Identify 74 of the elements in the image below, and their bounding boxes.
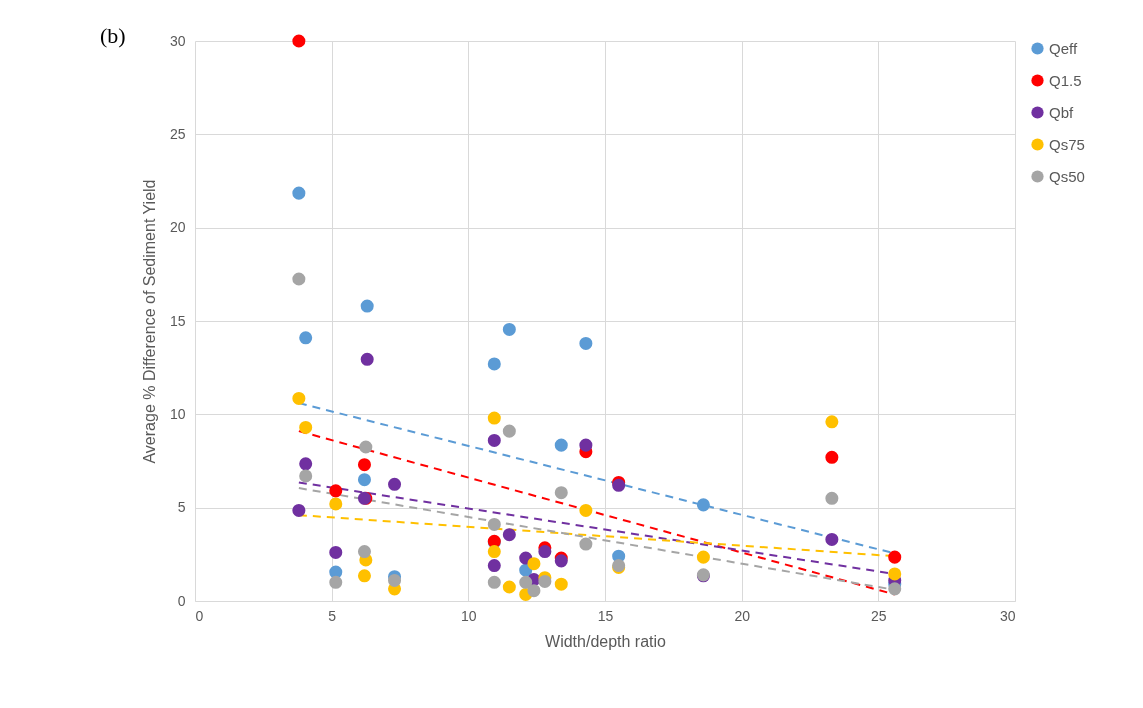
point [292,34,306,48]
point [888,582,902,596]
point [554,438,568,452]
point [299,469,313,483]
point [292,186,306,200]
point [554,577,568,591]
point [329,497,343,511]
point [487,411,501,425]
point [357,545,371,559]
point [825,415,839,429]
legend-label: Qs75 [1049,135,1085,153]
point [329,545,343,559]
point [538,545,552,559]
y-tick-label: 5 [177,499,186,516]
point [502,424,516,438]
y-axis-title: Average % Difference of Sediment Yield [140,179,158,464]
point [554,486,568,500]
x-tick-label: 20 [734,607,751,624]
legend-label: Qeff [1049,39,1078,57]
legend-label: Q1.5 [1049,71,1082,89]
legend-label: Qbf [1049,103,1075,121]
point [299,420,313,434]
point [359,440,373,454]
x-axis-title: Width/depth ratio [545,632,667,650]
x-tick-label: 5 [328,607,337,624]
point [579,438,593,452]
x-tick-label: 15 [597,607,614,624]
point [360,352,374,366]
y-tick-label: 0 [177,592,186,609]
point [299,457,313,471]
y-tick-label: 20 [169,219,186,236]
point [696,498,710,512]
point [487,357,501,371]
point [360,299,374,313]
point [502,322,516,336]
point [292,503,306,517]
y-tick-label: 15 [169,312,186,329]
point [502,528,516,542]
point [299,331,313,345]
x-tick-label: 0 [195,607,204,624]
point [579,537,593,551]
point [527,584,541,598]
point [502,580,516,594]
x-tick-label: 30 [999,607,1016,624]
point [357,458,371,472]
point [329,575,343,589]
point [487,559,501,573]
y-tick-label: 10 [169,405,186,422]
point [519,575,533,589]
point [388,477,402,491]
point [888,550,902,564]
x-tick-label: 10 [461,607,477,624]
point [579,336,593,350]
point [357,473,371,487]
y-tick-label: 30 [169,32,186,49]
point [579,503,593,517]
point [825,491,839,505]
point [825,532,839,546]
point [487,545,501,559]
point [487,575,501,589]
point [696,550,710,564]
legend-label: Qs50 [1049,167,1085,185]
point [487,517,501,531]
point [888,567,902,581]
point [357,569,371,583]
text: (b) [100,23,126,48]
point [329,484,343,498]
point [292,272,306,286]
point [527,557,541,571]
point [825,450,839,464]
point [292,391,306,405]
y-tick-label: 25 [169,125,186,142]
x-tick-label: 25 [871,607,887,624]
point [487,433,501,447]
